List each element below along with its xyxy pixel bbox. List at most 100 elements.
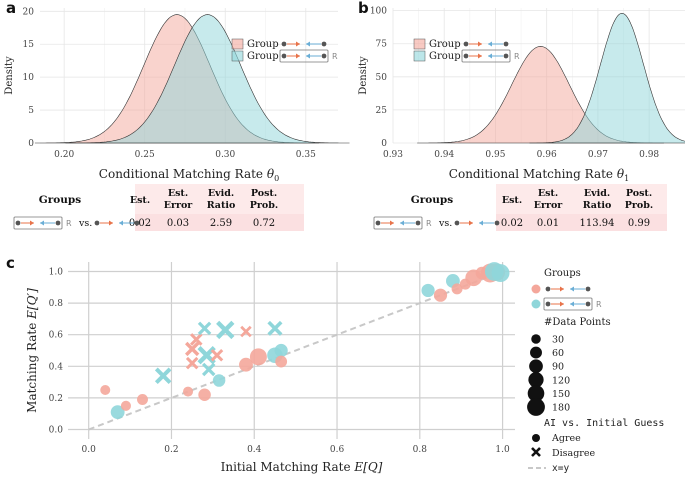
table-cell: 0.02 (501, 218, 523, 229)
table-vs: vs. (438, 218, 452, 229)
group-box (13, 216, 63, 230)
group-suffix: R (596, 300, 602, 309)
legend-size-dot (530, 346, 542, 359)
arrow-right-icon (296, 41, 300, 47)
arrow-right-icon (478, 41, 482, 47)
node-icon (281, 53, 287, 59)
arrow-right-icon (560, 301, 564, 307)
table-header-shade (135, 184, 304, 214)
table-header: Post. (626, 188, 652, 199)
data-point-disagree (190, 333, 203, 346)
group-suffix: R (66, 219, 72, 228)
node-icon (454, 220, 460, 226)
x-tick-label: 0.8 (413, 445, 428, 455)
table-header: Est. (502, 195, 522, 206)
legend-group-icon-r: R (543, 297, 602, 311)
node-icon (494, 220, 500, 226)
x-tick-label: 0.35 (296, 150, 316, 160)
group-suffix: R (426, 219, 432, 228)
x-tick-label: 0.93 (383, 150, 403, 160)
data-point-agree (110, 405, 125, 420)
table-header: Prob. (625, 200, 653, 211)
legend-size-label: 30 (552, 335, 564, 346)
node-icon (321, 41, 327, 47)
node-icon (545, 301, 551, 307)
legend-size-label: 60 (552, 348, 564, 359)
legend-line-label: x=y (552, 463, 569, 474)
panel-label: b (358, 0, 369, 17)
data-point-disagree (185, 341, 200, 357)
legend-size-dot (529, 359, 543, 374)
node-icon (585, 301, 591, 307)
x-axis-label: Initial Matching Rate E[Q] (221, 460, 383, 474)
data-point-agree (275, 355, 288, 368)
arrow-right-icon (390, 220, 394, 226)
arrow-right-icon (469, 220, 473, 226)
arrow-left-icon (570, 301, 574, 307)
legend-group-icon (281, 41, 327, 47)
legend-group-icon (545, 286, 591, 292)
data-point-disagree (154, 367, 172, 385)
legend-label: Group (247, 51, 279, 62)
data-point-agree (421, 283, 435, 298)
y-tick-label: 0.4 (49, 362, 64, 372)
data-point-agree (120, 400, 131, 411)
y-tick-label: 5 (28, 106, 34, 116)
y-tick-label: 75 (376, 40, 388, 50)
y-axis-label: Matching Rate E[Q′] (25, 288, 39, 413)
table-header: Est. (538, 188, 558, 199)
data-point-disagree (185, 356, 199, 370)
group-suffix: R (514, 52, 520, 61)
node-icon (545, 286, 551, 292)
y-tick-label: 0 (28, 139, 34, 149)
legend-dot (531, 284, 541, 294)
data-point-disagree (201, 362, 216, 377)
x-tick-label: 0.0 (82, 445, 97, 455)
data-point-agree (183, 386, 194, 397)
panel-label: a (6, 0, 16, 17)
legend-dot (531, 299, 541, 309)
table-cell: 113.94 (580, 218, 615, 229)
table-header: Ratio (207, 200, 236, 211)
legend-swatch (413, 50, 426, 62)
y-tick-label: 0.0 (49, 426, 64, 436)
arrow-left-icon (479, 220, 483, 226)
legend-title: Groups (544, 268, 581, 279)
x-axis-label: Conditional Matching Rate θ1 (449, 167, 629, 183)
legend-size-dot (527, 385, 545, 402)
legend-size-dot (527, 398, 545, 416)
data-point-agree (274, 343, 288, 358)
legend-size-label: 150 (552, 389, 570, 400)
y-tick-label: 20 (23, 7, 35, 17)
arrow-left-icon (119, 220, 123, 226)
y-tick-label: 0.8 (49, 299, 64, 309)
legend-title: #Data Points (544, 317, 611, 328)
legend-title: AI vs. Initial Guess (544, 418, 664, 429)
data-point-agree (249, 348, 267, 366)
arrow-left-icon (400, 220, 404, 226)
arrow-left-icon (570, 286, 574, 292)
scatter-legend: Groups R #Data Points 30 60 90 120 150 180 AI vs.… (527, 268, 664, 474)
legend-swatch (231, 38, 244, 50)
density-curve-group-r (529, 12, 685, 144)
data-point-agree (212, 374, 226, 387)
x-tick-label: 0.2 (164, 445, 178, 455)
reference-line-x-eq-y (88, 270, 503, 431)
y-tick-label: 100 (370, 7, 387, 17)
legend-label: Group (429, 39, 461, 50)
data-point-disagree (240, 325, 252, 338)
legend-label: Group (429, 51, 461, 62)
x-tick-label: 0.94 (434, 150, 454, 160)
table-group-icon (454, 220, 500, 226)
y-axis-label: Density (4, 56, 15, 95)
node-icon (585, 286, 591, 292)
x-tick-label: 0.95 (485, 150, 505, 160)
y-tick-label: 0.2 (49, 394, 63, 404)
y-axis-label: Density (358, 56, 369, 95)
table-header: Post. (251, 188, 277, 199)
data-point-agree (198, 388, 211, 402)
arrow-right-icon (560, 286, 564, 292)
node-icon (415, 220, 421, 226)
legend-size-dot (528, 372, 544, 388)
